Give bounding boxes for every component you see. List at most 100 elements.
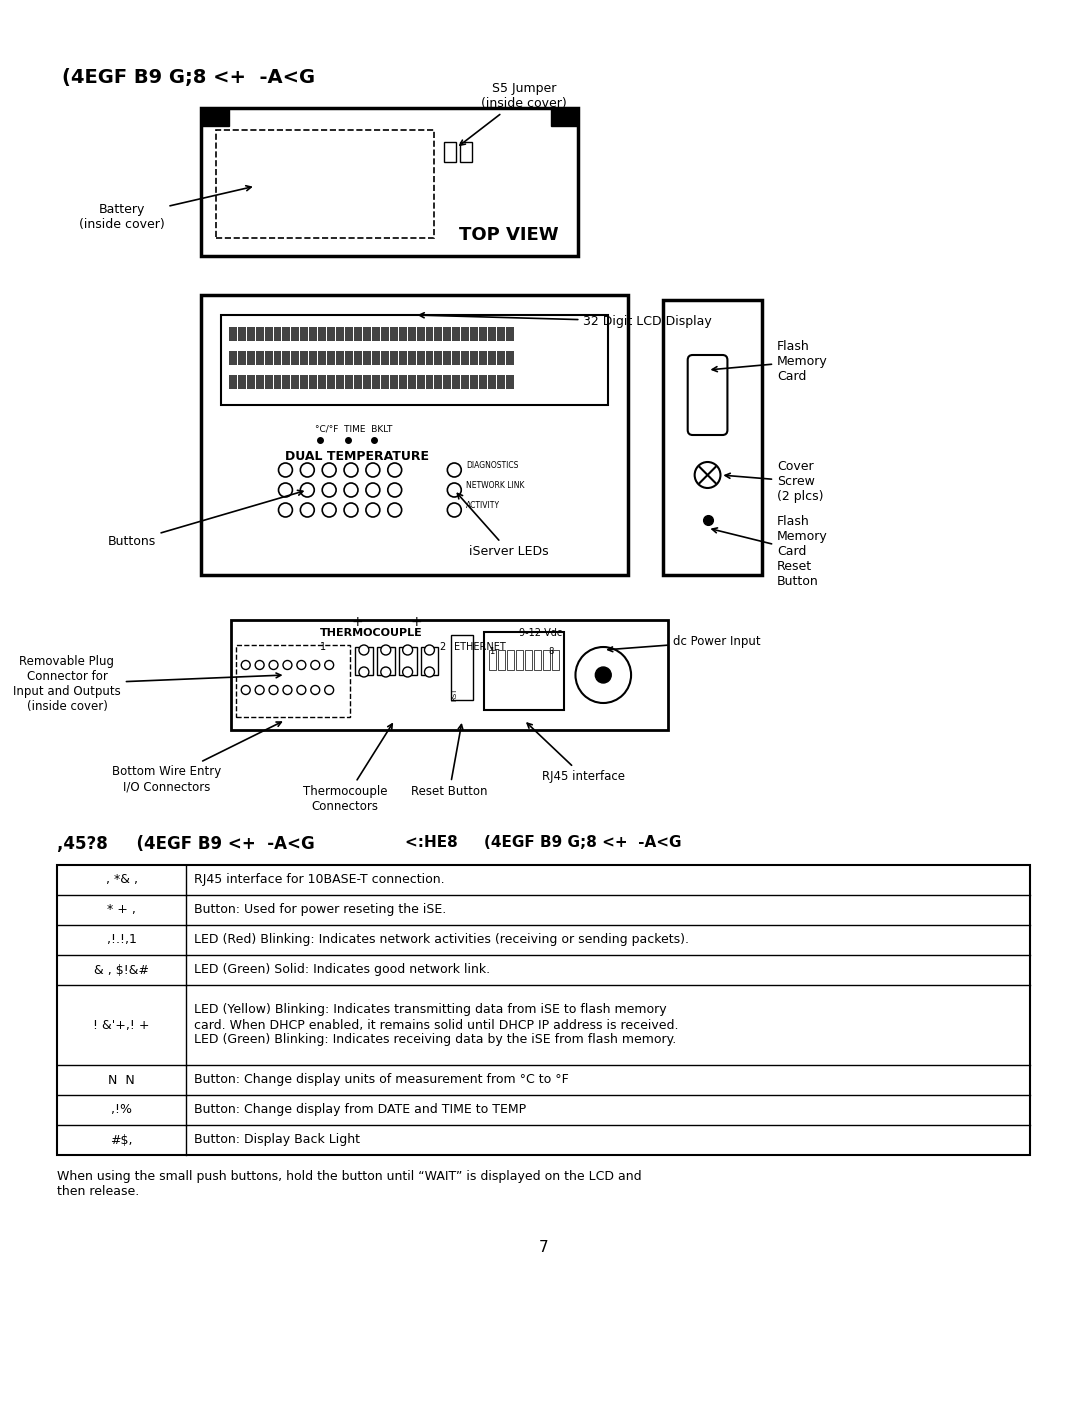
Text: ,45?8     (4EGF B9 <+  -A<G: ,45?8 (4EGF B9 <+ -A<G (57, 834, 314, 853)
Text: TOP VIEW: TOP VIEW (459, 226, 558, 244)
Text: , *& ,: , *& , (106, 874, 137, 887)
Bar (444, 143, 456, 162)
Bar (417, 352, 424, 364)
Circle shape (279, 483, 293, 497)
Bar (372, 376, 380, 388)
Bar (235, 645, 350, 717)
Bar (399, 352, 407, 364)
Bar (354, 376, 362, 388)
Text: LED (Red) Blinking: Indicates network activities (receiving or sending packets).: LED (Red) Blinking: Indicates network ac… (194, 933, 689, 946)
Text: ,!%: ,!% (111, 1104, 132, 1117)
Bar (480, 328, 487, 342)
Circle shape (297, 661, 306, 669)
Bar (470, 352, 478, 364)
Bar (319, 352, 326, 364)
Text: ,!.!,1: ,!.!,1 (107, 933, 136, 946)
Bar (470, 376, 478, 388)
Bar (407, 352, 416, 364)
Bar (497, 328, 505, 342)
Bar (470, 328, 478, 342)
Bar (57, 866, 1030, 1155)
Bar (372, 328, 380, 342)
Bar (300, 376, 308, 388)
Text: -: - (392, 616, 397, 628)
Bar (417, 376, 424, 388)
Bar (480, 376, 487, 388)
Bar (246, 376, 255, 388)
Bar (516, 650, 523, 671)
Circle shape (403, 666, 413, 676)
Bar (336, 328, 345, 342)
Circle shape (424, 645, 434, 655)
Bar (377, 647, 394, 675)
Bar (327, 328, 335, 342)
Text: Flash
Memory
Card: Flash Memory Card (712, 340, 828, 383)
Bar (201, 295, 629, 575)
Bar (265, 352, 272, 364)
Bar (489, 650, 496, 671)
Circle shape (269, 685, 278, 695)
Text: 32 Digit LCD Display: 32 Digit LCD Display (419, 313, 712, 328)
Bar (434, 328, 443, 342)
Bar (265, 328, 272, 342)
Bar (292, 376, 299, 388)
Text: ETHERNET: ETHERNET (455, 642, 507, 652)
Bar (444, 328, 451, 342)
Bar (444, 352, 451, 364)
Circle shape (576, 647, 631, 703)
Text: S5 Jumper
(inside cover): S5 Jumper (inside cover) (460, 82, 567, 145)
Text: 9-12 Vdc: 9-12 Vdc (518, 628, 562, 638)
Text: Flash
Memory
Card
Reset
Button: Flash Memory Card Reset Button (712, 515, 828, 587)
Text: 1: 1 (489, 647, 495, 657)
Bar (381, 352, 389, 364)
Text: When using the small push buttons, hold the button until “WAIT” is displayed on : When using the small push buttons, hold … (57, 1171, 642, 1197)
Bar (238, 328, 246, 342)
Text: RJ45 interface for 10BASE-T connection.: RJ45 interface for 10BASE-T connection. (194, 874, 445, 887)
Bar (292, 352, 299, 364)
Bar (216, 130, 434, 239)
Circle shape (381, 645, 391, 655)
Circle shape (279, 503, 293, 517)
Bar (363, 376, 370, 388)
Circle shape (283, 685, 292, 695)
Bar (420, 647, 438, 675)
Circle shape (424, 666, 434, 676)
Text: 7: 7 (539, 1240, 549, 1255)
Bar (453, 376, 460, 388)
Bar (345, 352, 353, 364)
Bar (552, 650, 558, 671)
Bar (399, 328, 407, 342)
Text: 2: 2 (440, 642, 446, 652)
Bar (453, 328, 460, 342)
Bar (300, 328, 308, 342)
Circle shape (694, 462, 720, 489)
Bar (354, 352, 362, 364)
Bar (461, 376, 469, 388)
Text: Battery
(inside cover): Battery (inside cover) (79, 186, 252, 232)
Circle shape (403, 645, 413, 655)
Text: Button: Used for power reseting the iSE.: Button: Used for power reseting the iSE. (194, 904, 446, 916)
Text: #$,: #$, (110, 1134, 133, 1147)
Circle shape (359, 645, 369, 655)
Circle shape (322, 463, 336, 477)
Bar (461, 328, 469, 342)
Bar (345, 328, 353, 342)
Circle shape (595, 666, 611, 683)
Bar (354, 328, 362, 342)
Text: (4EGF B9 G;8 <+  -A<G: (4EGF B9 G;8 <+ -A<G (62, 68, 315, 88)
Bar (407, 376, 416, 388)
Bar (363, 328, 370, 342)
Bar (221, 315, 608, 405)
Bar (231, 620, 667, 730)
Bar (363, 352, 370, 364)
Circle shape (255, 661, 265, 669)
Bar (345, 376, 353, 388)
Text: -: - (333, 616, 338, 628)
Text: °C/°F  TIME  BKLT: °C/°F TIME BKLT (315, 425, 393, 433)
Text: THERMOCOUPLE: THERMOCOUPLE (321, 628, 423, 638)
Bar (327, 376, 335, 388)
Circle shape (325, 661, 334, 669)
Bar (300, 352, 308, 364)
Circle shape (255, 685, 265, 695)
Bar (525, 650, 531, 671)
